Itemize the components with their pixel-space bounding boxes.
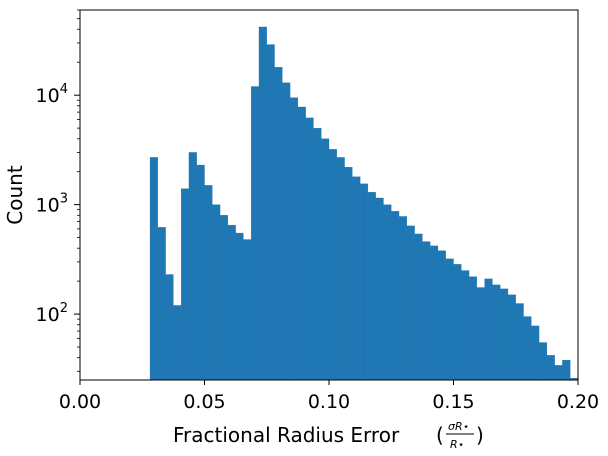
histogram-bar — [251, 86, 260, 381]
histogram-bar — [406, 225, 415, 381]
y-axis-ticks: 102 103 104 — [36, 9, 80, 372]
histogram-bar — [344, 167, 353, 381]
histogram-bar — [445, 258, 454, 381]
x-axis-label-open-paren: ( — [436, 423, 444, 447]
x-axis-ticks: 0.00 0.05 0.10 0.15 0.20 — [59, 380, 599, 413]
histogram-bar — [484, 278, 493, 381]
histogram-bar — [383, 204, 392, 381]
histogram-bar — [204, 185, 213, 381]
x-tick-label: 0.15 — [432, 391, 474, 413]
histogram-bar — [453, 264, 462, 381]
x-axis-label-denominator: R⋆ — [450, 438, 465, 451]
y-axis-label: Count — [3, 165, 27, 225]
histogram-bar — [468, 276, 477, 381]
x-axis-label-numerator: σR⋆ — [448, 420, 470, 433]
histogram-bar — [554, 365, 563, 381]
histogram-bar — [243, 239, 252, 381]
histogram-bars — [149, 26, 579, 381]
histogram-bar — [212, 204, 221, 381]
x-axis-label: Fractional Radius Error — [173, 423, 400, 447]
x-axis-label-group: Fractional Radius Error ( σR⋆ R⋆ ) — [173, 420, 484, 451]
histogram-bar — [437, 250, 446, 381]
histogram-bar — [321, 138, 330, 381]
histogram-bar — [181, 188, 190, 381]
histogram-bar — [367, 192, 376, 381]
histogram-bar — [266, 44, 275, 381]
histogram-bar — [391, 211, 400, 381]
histogram-bar — [188, 152, 197, 381]
histogram-bar — [235, 232, 244, 381]
histogram-bar — [461, 270, 470, 381]
histogram-bar — [492, 284, 501, 381]
histogram-bar — [523, 316, 532, 381]
histogram-bar — [531, 325, 540, 381]
histogram-bar — [500, 288, 509, 381]
histogram-bar — [352, 176, 361, 381]
x-tick-label: 0.05 — [183, 391, 225, 413]
histogram-bar — [313, 127, 322, 381]
histogram-bar — [336, 157, 345, 381]
histogram-bar — [538, 342, 548, 381]
histogram-bar — [219, 215, 228, 381]
histogram-bar — [359, 183, 369, 381]
histogram-bar — [227, 224, 236, 381]
histogram-bar — [258, 26, 267, 381]
x-tick-label: 0.10 — [308, 391, 350, 413]
histogram-bar — [430, 245, 439, 381]
histogram-bar — [507, 294, 516, 381]
histogram-bar — [165, 274, 174, 381]
histogram-bar — [398, 216, 407, 381]
histogram-bar — [196, 164, 205, 381]
histogram-bar — [173, 305, 182, 381]
histogram-bar — [422, 241, 431, 381]
y-tick-label: 103 — [36, 192, 68, 217]
histogram-bar — [305, 117, 314, 381]
histogram-bar — [476, 287, 485, 381]
histogram-bar — [562, 359, 571, 381]
histogram-bar — [289, 97, 299, 381]
histogram-bar — [282, 82, 291, 381]
x-tick-label: 0.00 — [59, 391, 101, 413]
histogram-bar — [328, 149, 337, 381]
x-axis-label-close-paren: ) — [476, 423, 484, 447]
histogram-bar — [546, 355, 555, 381]
histogram-bar — [297, 106, 306, 381]
histogram-bar — [515, 303, 524, 381]
histogram-bar — [375, 197, 384, 381]
histogram-bar — [157, 227, 166, 381]
histogram-bar — [414, 233, 423, 381]
y-tick-label: 102 — [36, 301, 68, 326]
x-tick-label: 0.20 — [557, 391, 599, 413]
histogram-bar — [149, 157, 158, 381]
histogram-bar — [274, 67, 283, 381]
y-tick-label: 104 — [36, 82, 68, 107]
